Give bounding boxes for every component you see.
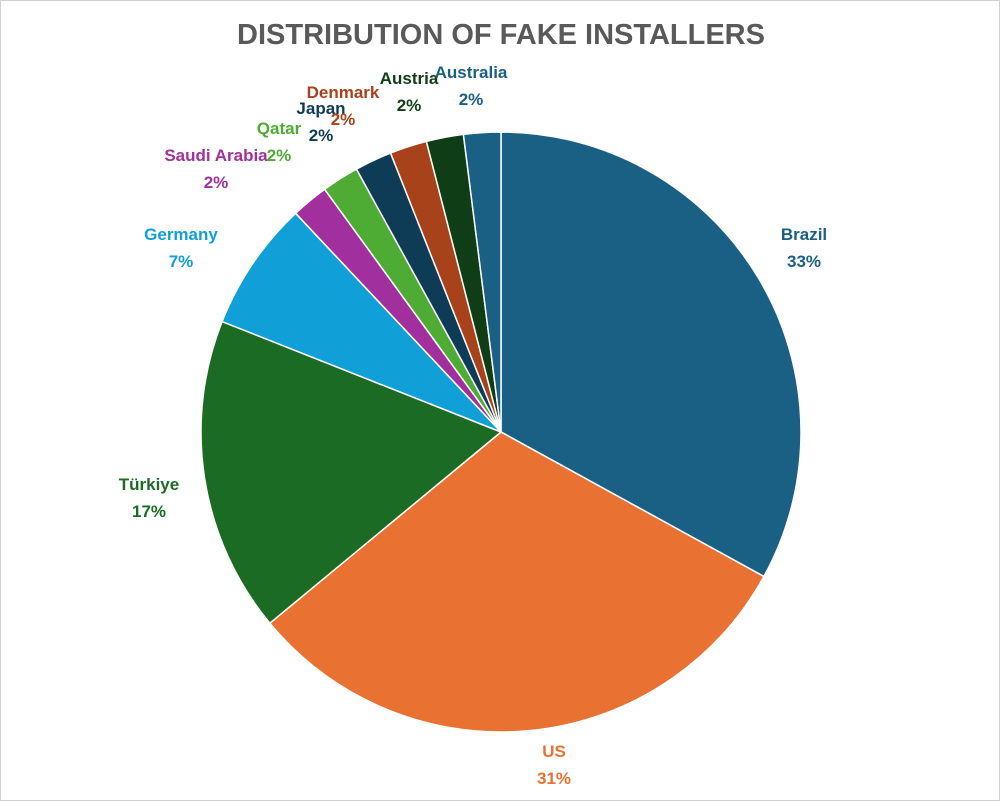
data-label-name-t-rkiye: Türkiye (119, 475, 179, 494)
data-label-name-germany: Germany (144, 225, 218, 244)
data-label-australia: Australia 2% (435, 63, 508, 109)
data-label-percent-saudi-arabia: 2% (204, 173, 229, 192)
data-label-name-saudi-arabia: Saudi Arabia (164, 146, 268, 165)
data-label-percent-t-rkiye: 17% (132, 502, 166, 521)
data-label-percent-japan: 2% (309, 126, 334, 145)
data-label-austria: Austria 2% (380, 69, 439, 115)
data-label-percent-australia: 2% (459, 90, 484, 109)
data-label-name-us: US (542, 742, 566, 761)
pie-slice-brazil (500, 131, 802, 578)
data-label-japan: Japan 2% (296, 99, 345, 145)
pie-slice-germany (221, 212, 502, 433)
data-label-percent-brazil: 33% (787, 252, 821, 271)
data-label-t-rkiye: Türkiye 17% (119, 475, 179, 521)
data-label-percent-us: 31% (537, 769, 571, 788)
data-label-brazil: Brazil 33% (781, 225, 827, 271)
pie-slice-us (268, 431, 765, 733)
data-label-saudi-arabia: Saudi Arabia 2% (164, 146, 268, 192)
data-label-name-qatar: Qatar (257, 119, 302, 138)
data-label-germany: Germany 7% (144, 225, 218, 271)
data-label-name-brazil: Brazil (781, 225, 827, 244)
data-label-name-australia: Australia (435, 63, 508, 82)
data-label-percent-denmark: 2% (331, 110, 356, 129)
data-label-percent-germany: 7% (169, 252, 194, 271)
data-label-percent-austria: 2% (397, 96, 422, 115)
data-label-qatar: Qatar 2% (257, 119, 302, 165)
data-labels: Brazil 33% US 31% Türkiye 17% Germany 7% Saudi A… (119, 63, 827, 788)
data-label-denmark: Denmark 2% (307, 83, 380, 129)
data-label-us: US 31% (537, 742, 571, 788)
data-label-percent-qatar: 2% (267, 146, 292, 165)
pie-slice-t-rkiye (200, 320, 503, 625)
chart-title: DISTRIBUTION OF FAKE INSTALLERS (237, 19, 765, 51)
data-label-name-denmark: Denmark (307, 83, 380, 102)
pie-slices (200, 131, 802, 733)
pie-slice-australia (462, 131, 502, 433)
data-label-name-austria: Austria (380, 69, 439, 88)
data-label-name-japan: Japan (296, 99, 345, 118)
